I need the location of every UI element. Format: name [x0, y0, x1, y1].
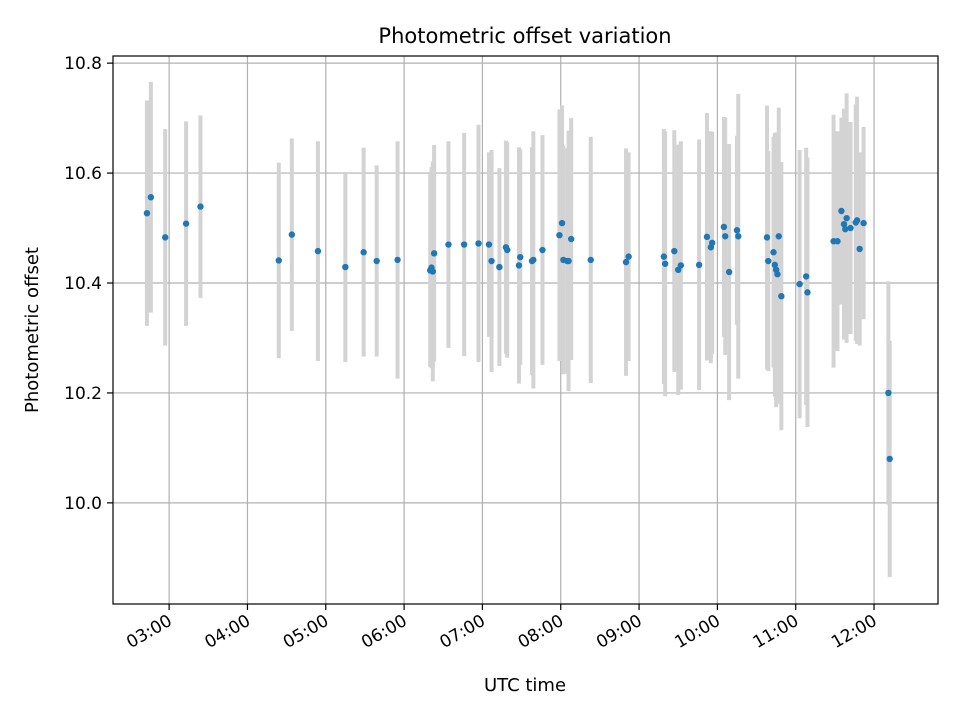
data-point: [853, 217, 861, 224]
data-point: [796, 280, 803, 288]
data-point: [703, 233, 711, 241]
data-point: [856, 245, 863, 253]
data-point: [770, 249, 777, 256]
data-point: [625, 253, 632, 260]
data-point: [708, 239, 716, 247]
data-point: [288, 231, 296, 238]
data-point: [445, 241, 452, 248]
data-point: [504, 246, 511, 254]
data-point: [515, 262, 523, 269]
data-point: [460, 241, 468, 248]
data-point: [587, 256, 594, 264]
data-point: [838, 207, 845, 215]
data-point: [695, 261, 703, 269]
data-point: [775, 233, 782, 240]
data-point: [314, 247, 322, 255]
data-point: [182, 220, 190, 227]
data-point: [725, 268, 733, 276]
data-point: [360, 249, 367, 256]
y-tick-label: 10.6: [64, 164, 102, 184]
data-point: [488, 257, 495, 265]
data-point: [771, 261, 779, 269]
data-point: [722, 233, 729, 240]
data-point: [804, 289, 811, 296]
data-point: [886, 455, 893, 463]
data-point: [733, 227, 741, 234]
y-axis-label: Photometric offset: [22, 247, 43, 413]
data-point: [677, 262, 685, 269]
y-tick-label: 10.8: [64, 54, 102, 74]
data-point: [143, 209, 151, 217]
plot-frame: [112, 55, 939, 605]
data-point: [567, 235, 575, 243]
data-point: [834, 238, 841, 245]
data-point: [860, 219, 867, 227]
data-point: [162, 234, 169, 241]
data-point: [765, 257, 772, 265]
data-point: [556, 231, 563, 239]
data-point: [530, 256, 537, 264]
data-point: [778, 292, 785, 300]
data-point: [373, 257, 380, 265]
data-point: [847, 224, 854, 232]
data-point: [539, 246, 546, 254]
data-point: [275, 257, 282, 264]
data-point: [671, 247, 678, 255]
data-point: [430, 250, 438, 257]
data-point: [840, 220, 848, 228]
point-layer: [143, 194, 893, 463]
data-point: [485, 241, 493, 248]
data-point: [429, 268, 437, 275]
x-axis-label: UTC time: [484, 675, 566, 696]
data-point: [774, 271, 781, 278]
data-point: [802, 273, 810, 280]
data-point: [622, 258, 630, 266]
data-point: [660, 253, 668, 260]
data-point: [565, 257, 572, 265]
data-point: [558, 219, 566, 227]
data-point: [763, 234, 771, 241]
data-point: [661, 260, 669, 267]
data-point: [735, 233, 742, 240]
data-point: [147, 194, 155, 201]
y-tick-label: 10.0: [64, 494, 102, 514]
data-point: [394, 256, 401, 264]
data-point: [197, 203, 204, 210]
data-point: [720, 223, 728, 231]
data-point: [475, 240, 482, 247]
data-point: [885, 389, 892, 397]
data-point: [342, 263, 349, 271]
data-point: [496, 263, 503, 271]
data-point: [517, 253, 524, 261]
data-point: [842, 225, 849, 233]
y-tick-label: 10.2: [64, 384, 102, 404]
data-point: [843, 214, 850, 222]
chart-title: Photometric offset variation: [378, 24, 671, 48]
plot-area-background: [113, 56, 938, 604]
y-tick-label: 10.4: [64, 274, 102, 294]
